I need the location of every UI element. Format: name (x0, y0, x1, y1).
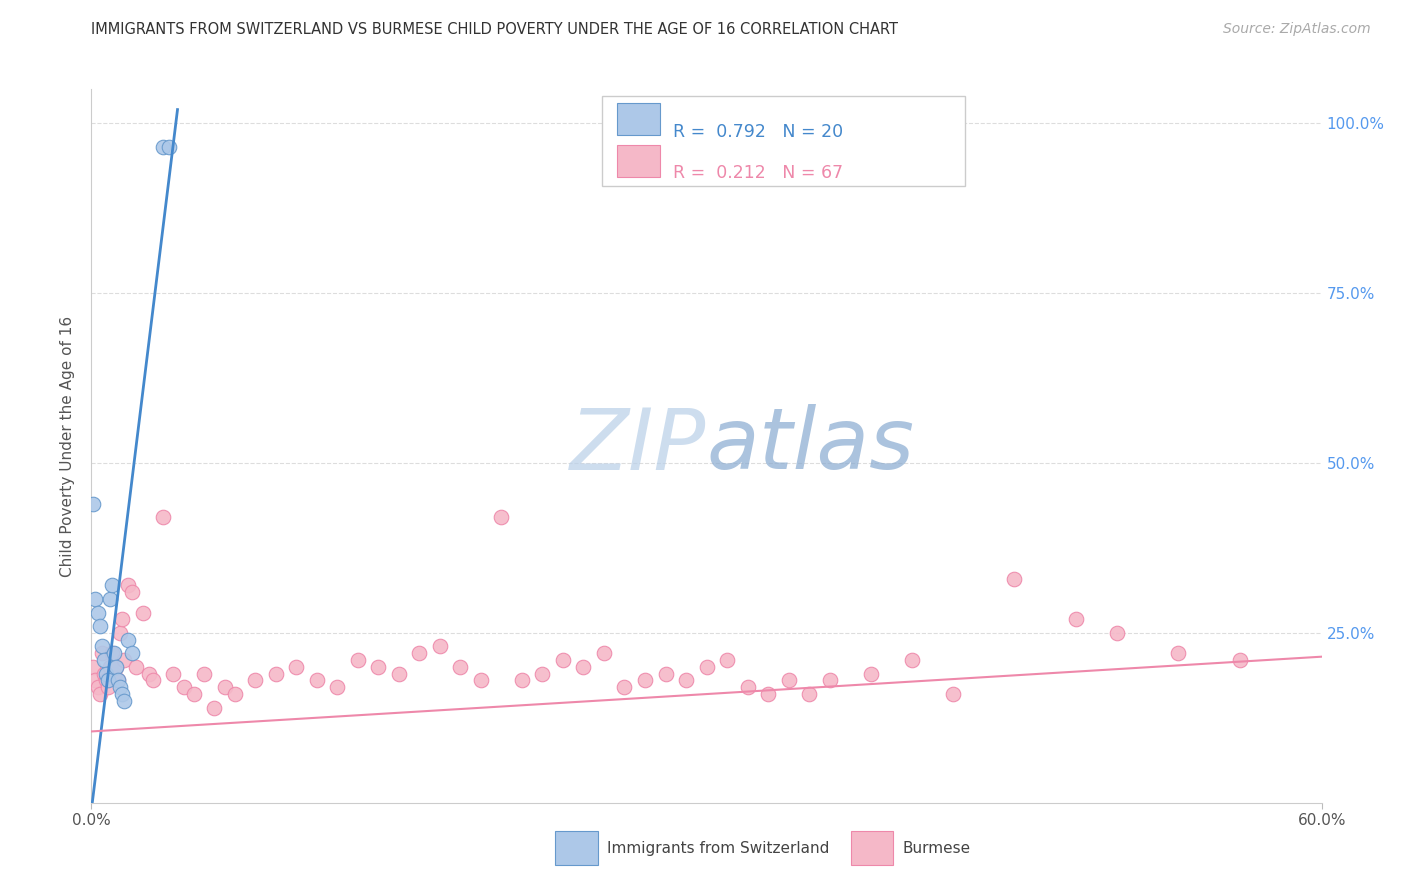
Point (90, 646, 112, 660)
Point (142, 673, 165, 688)
Point (1229, 653, 1251, 667)
Point (107, 673, 129, 688)
Point (593, 646, 616, 660)
Point (183, 687, 205, 701)
Text: R =  0.792   N = 20: R = 0.792 N = 20 (673, 123, 844, 142)
Point (90, 640, 112, 654)
Text: Burmese: Burmese (903, 841, 970, 855)
Point (859, 666, 882, 681)
Point (86, 680, 108, 694)
Point (264, 666, 287, 681)
Point (105, 660, 127, 674)
Point (82, 660, 104, 674)
Point (111, 687, 134, 701)
Point (305, 673, 328, 688)
Point (245, 673, 267, 688)
Point (112, 653, 135, 667)
Point (89, 619, 111, 633)
Point (84, 673, 107, 688)
Point (202, 700, 225, 714)
FancyBboxPatch shape (617, 103, 659, 135)
Point (152, 140, 174, 154)
Point (942, 687, 965, 701)
Point (347, 653, 370, 667)
Point (613, 680, 636, 694)
Point (408, 646, 430, 660)
Point (1105, 626, 1128, 640)
FancyBboxPatch shape (602, 96, 965, 186)
Point (510, 673, 533, 688)
Point (634, 673, 657, 688)
Point (103, 666, 125, 681)
FancyBboxPatch shape (617, 145, 659, 177)
Point (112, 694, 135, 708)
Point (103, 646, 125, 660)
Point (737, 680, 759, 694)
Point (193, 666, 215, 681)
Point (285, 660, 308, 674)
Point (449, 660, 471, 674)
Point (531, 666, 554, 681)
Point (121, 585, 143, 599)
Point (429, 640, 451, 654)
Point (108, 680, 131, 694)
Point (94, 673, 117, 688)
Point (117, 578, 139, 592)
Text: atlas: atlas (706, 404, 914, 488)
Text: IMMIGRANTS FROM SWITZERLAND VS BURMESE CHILD POVERTY UNDER THE AGE OF 16 CORRELA: IMMIGRANTS FROM SWITZERLAND VS BURMESE C… (91, 22, 898, 37)
Point (162, 666, 184, 681)
Point (89, 687, 111, 701)
Point (1002, 572, 1025, 586)
Point (98, 660, 121, 674)
Point (157, 140, 180, 154)
Point (367, 660, 389, 674)
Point (756, 687, 779, 701)
Point (97, 673, 120, 688)
Point (97, 680, 120, 694)
Point (388, 666, 411, 681)
Point (675, 673, 697, 688)
Point (138, 666, 160, 681)
Point (94, 666, 117, 681)
Point (695, 660, 717, 674)
Text: ZIP: ZIP (571, 404, 706, 488)
Point (111, 612, 134, 626)
Point (716, 653, 738, 667)
Point (82, 497, 104, 511)
Point (84, 591, 107, 606)
Point (86, 606, 108, 620)
Point (224, 687, 246, 701)
Y-axis label: Child Poverty Under the Age of 16: Child Poverty Under the Age of 16 (60, 316, 76, 576)
Point (108, 626, 131, 640)
Point (654, 666, 676, 681)
Point (1167, 646, 1189, 660)
Point (98, 591, 121, 606)
Point (173, 680, 195, 694)
Point (121, 646, 143, 660)
Point (491, 510, 513, 524)
Text: R =  0.212   N = 67: R = 0.212 N = 67 (673, 164, 844, 183)
Point (152, 510, 174, 524)
Point (101, 646, 124, 660)
Point (470, 673, 492, 688)
Point (818, 673, 841, 688)
Point (551, 653, 574, 667)
Point (93, 653, 115, 667)
Point (101, 578, 124, 592)
Point (214, 680, 236, 694)
Text: Source: ZipAtlas.com: Source: ZipAtlas.com (1223, 22, 1371, 37)
Point (1064, 612, 1087, 626)
Point (326, 680, 349, 694)
Point (797, 687, 820, 701)
Point (125, 660, 148, 674)
Point (105, 660, 127, 674)
Point (572, 660, 595, 674)
Point (117, 632, 139, 647)
Point (131, 606, 153, 620)
Point (900, 653, 922, 667)
Point (107, 673, 129, 688)
Text: Immigrants from Switzerland: Immigrants from Switzerland (607, 841, 830, 855)
Point (93, 666, 115, 681)
Point (778, 673, 800, 688)
